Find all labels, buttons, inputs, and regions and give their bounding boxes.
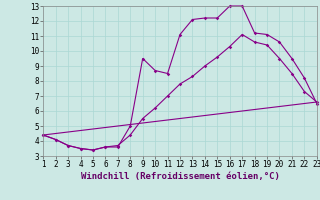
X-axis label: Windchill (Refroidissement éolien,°C): Windchill (Refroidissement éolien,°C) [81, 172, 279, 181]
